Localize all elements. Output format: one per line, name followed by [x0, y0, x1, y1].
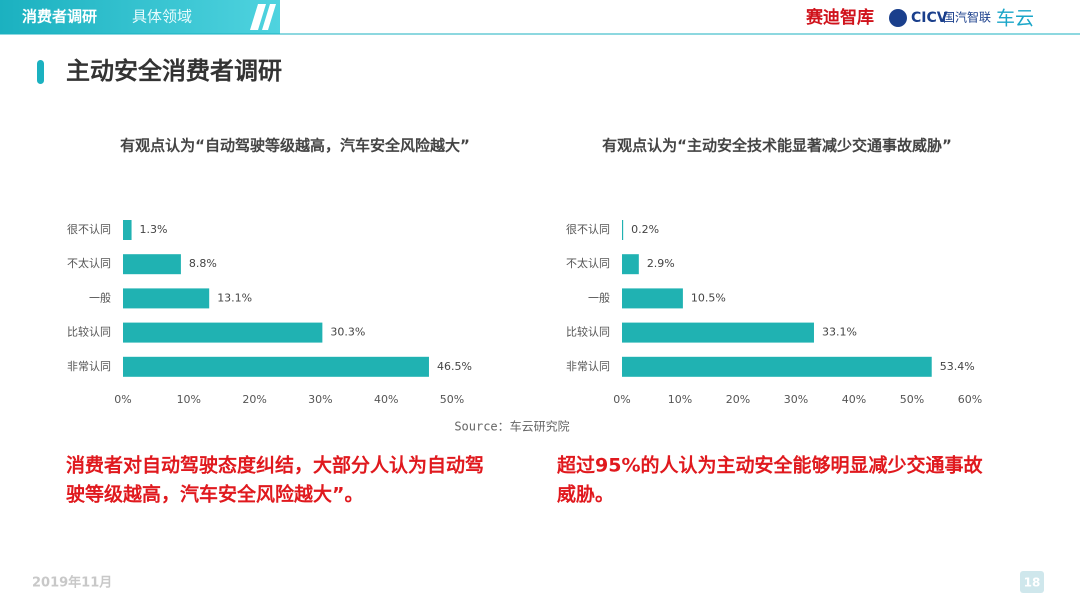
y-tick-label: 不太认同	[566, 257, 610, 270]
source: Source：车云研究院	[454, 419, 569, 434]
x-tick-label: 50%	[900, 393, 924, 406]
y-tick-label: 非常认同	[67, 360, 111, 373]
value-label: 1.3%	[140, 223, 168, 236]
page-number: 18	[1024, 576, 1041, 590]
slide-title: 主动安全消费者调研	[66, 57, 282, 85]
value-label: 33.1%	[822, 326, 857, 339]
logo: 国汽智联	[943, 10, 991, 25]
bar	[123, 356, 429, 377]
x-tick-label: 20%	[726, 393, 750, 406]
x-tick-label: 60%	[958, 393, 982, 406]
value-label: 2.9%	[647, 257, 675, 270]
conclusion: 超过95%的人认为主动安全能够明显减少交通事故	[556, 454, 983, 477]
x-tick-label: 10%	[177, 393, 201, 406]
title-marker	[37, 60, 44, 84]
bar	[622, 322, 814, 343]
logo: CICV	[911, 10, 948, 26]
value-label: 30.3%	[330, 326, 365, 339]
x-tick-label: 40%	[374, 393, 398, 406]
bar	[622, 254, 639, 275]
y-tick-label: 比较认同	[566, 325, 610, 339]
value-label: 10.5%	[691, 291, 726, 304]
bar	[123, 220, 132, 240]
y-tick-label: 很不认同	[566, 222, 610, 236]
logo-icon	[889, 9, 907, 27]
y-tick-label: 比较认同	[67, 325, 111, 339]
value-label: 46.5%	[437, 360, 472, 373]
value-label: 13.1%	[217, 291, 252, 304]
y-tick-label: 一般	[588, 291, 610, 304]
bar	[123, 254, 181, 275]
logo: 赛迪智库	[805, 7, 874, 28]
header-subsection: 具体领域	[132, 8, 192, 26]
value-label: 8.8%	[189, 257, 217, 270]
bar	[622, 356, 932, 377]
x-tick-label: 30%	[308, 393, 332, 406]
bar	[123, 288, 210, 309]
date: 2019年11月	[32, 575, 112, 591]
page-box	[1020, 571, 1044, 593]
x-tick-label: 50%	[440, 393, 464, 406]
y-tick-label: 不太认同	[67, 257, 111, 270]
conclusion: 驶等级越高，汽车安全风险越大”。	[66, 483, 364, 506]
x-tick-label: 30%	[784, 393, 808, 406]
conclusion: 消费者对自动驾驶态度纠结，大部分人认为自动驾	[66, 454, 484, 477]
bar	[622, 220, 624, 240]
x-tick-label: 40%	[842, 393, 866, 406]
value-label: 0.2%	[631, 223, 659, 236]
chart-title: 有观点认为“主动安全技术能显著减少交通事故威胁”	[602, 137, 952, 155]
chart-title: 有观点认为“自动驾驶等级越高，汽车安全风险越大”	[120, 137, 470, 155]
x-tick-label: 0%	[114, 393, 131, 406]
bar	[622, 288, 683, 309]
conclusion: 威胁。	[557, 483, 614, 506]
header-section: 消费者调研	[22, 8, 97, 26]
x-tick-label: 0%	[613, 393, 630, 406]
value-label: 53.4%	[940, 360, 975, 373]
y-tick-label: 非常认同	[566, 360, 610, 373]
y-tick-label: 很不认同	[67, 222, 111, 236]
y-tick-label: 一般	[89, 291, 111, 304]
x-tick-label: 20%	[242, 393, 266, 406]
header-bar	[0, 0, 280, 34]
header-deco	[250, 4, 276, 30]
x-tick-label: 10%	[668, 393, 692, 406]
bar	[123, 322, 323, 343]
logo: 车云	[996, 8, 1034, 30]
